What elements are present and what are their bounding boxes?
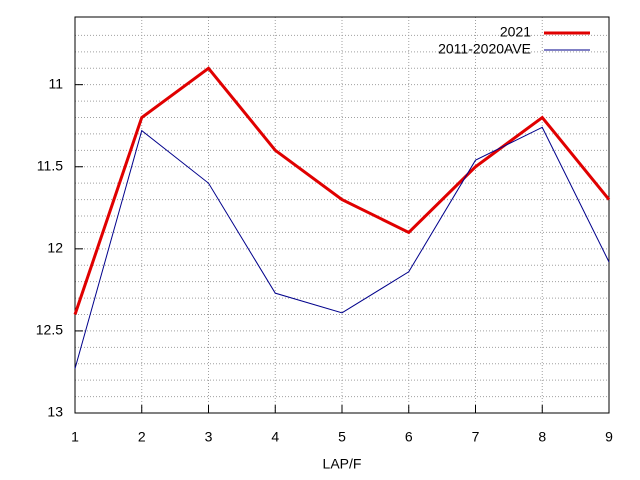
y-tick-label: 12 xyxy=(47,240,63,256)
legend-label: 2011-2020AVE xyxy=(438,41,531,57)
x-tick-label: 9 xyxy=(605,429,613,445)
x-axis-label: LAP/F xyxy=(323,456,362,472)
x-tick-label: 8 xyxy=(538,429,546,445)
x-tick-label: 4 xyxy=(271,429,279,445)
y-tick-label: 11 xyxy=(48,75,63,91)
y-tick-label: 13 xyxy=(47,404,63,420)
x-tick-label: 3 xyxy=(205,429,213,445)
plot-frame xyxy=(74,16,610,414)
x-tick-label: 6 xyxy=(405,429,413,445)
x-tick-label: 5 xyxy=(338,429,346,445)
series-line xyxy=(74,126,610,369)
legend-label: 2021 xyxy=(500,24,531,40)
y-tick-label: 11.5 xyxy=(37,157,63,173)
x-tick-label: 2 xyxy=(138,429,146,445)
y-tick-label: 12.5 xyxy=(36,322,63,338)
x-tick-label: 1 xyxy=(71,429,79,445)
series-line xyxy=(73,66,611,315)
x-tick-label: 7 xyxy=(472,429,480,445)
